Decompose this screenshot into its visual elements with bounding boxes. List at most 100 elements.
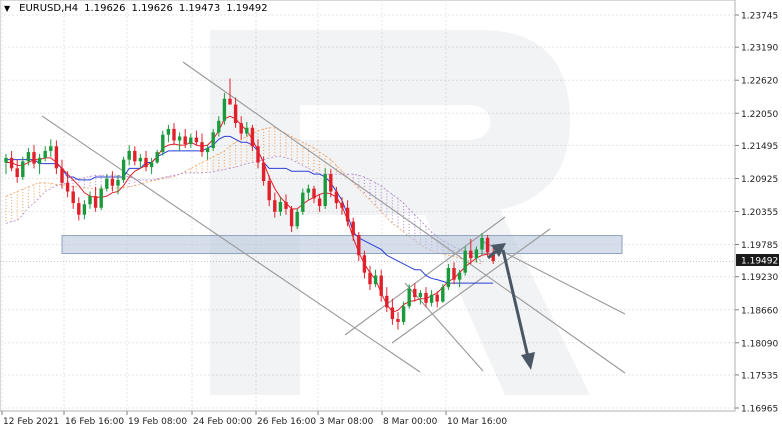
candle-body [323,174,327,206]
candle-body [480,237,484,250]
channel-lines [41,61,626,374]
kijun-line [6,135,494,284]
candle-body [54,146,59,169]
candle-body [418,292,423,297]
candle-body [77,203,81,215]
dropdown-triangle-icon[interactable]: ▼ [4,4,11,13]
candle-body [183,136,187,144]
candle-body [144,157,148,168]
candle-body [26,152,31,162]
candle-body [345,207,350,222]
candle-body [194,137,199,143]
candle-body [295,211,299,227]
candle-body [116,179,120,186]
y-tick-label: 1.19785 [741,241,778,251]
channel-line [182,61,626,374]
candle-body [189,137,193,144]
candle-body [71,191,75,204]
candle-body [65,182,70,192]
candle-body [4,157,8,163]
candle-body [474,249,479,259]
channel-line [404,282,484,372]
candle-body [32,152,36,164]
y-tick-label: 1.23190 [741,44,778,54]
price-axis[interactable]: 1.23745 1.23190 1.22620 1.22050 1.21495 1.209… [735,12,778,415]
high-price: 1.19626 [131,3,173,14]
candle-body [429,294,434,303]
y-tick-label: 1.20355 [741,208,778,218]
candle-body [362,255,367,273]
senkou-span-a [5,127,483,265]
candle-body [82,204,87,215]
candle-body [15,168,19,178]
candle-body [138,157,143,162]
candle-body [177,136,182,141]
current-price-tag: 1.19492 [736,254,779,267]
candle-body [250,127,255,147]
x-tick-label: 12 Feb 2021 [3,417,59,427]
candle-body [278,201,283,212]
candle-body [127,150,131,160]
plot-border [0,0,736,412]
candle-body [211,132,215,149]
candle-body [37,157,42,164]
candle-body [149,162,154,168]
y-tick-label: 1.23745 [741,12,778,22]
candle-body [396,319,400,322]
close-price: 1.19492 [226,3,268,14]
time-axis[interactable]: 12 Feb 2021 16 Feb 16:00 19 Feb 08:00 24 Fe… [1,411,507,427]
candle-body [413,288,417,297]
candle-body [273,200,277,212]
candle-body [457,272,462,280]
candle-body [205,148,210,153]
candle-body [312,188,316,199]
candle-body [368,272,372,285]
x-tick-label: 10 Mar 16:00 [447,417,507,427]
candle-body [463,250,467,273]
candle-body [289,208,294,227]
open-price: 1.19626 [84,3,126,14]
candle-body [317,198,322,206]
candle-body [452,268,456,280]
candle-body [217,120,221,133]
candle-body [222,98,227,121]
low-price: 1.19473 [178,3,221,14]
candle-body [334,191,339,204]
candle-body [301,192,305,212]
candle-body [284,201,288,209]
x-tick-label: 26 Feb 16:00 [257,417,316,427]
candle-body [9,157,14,169]
candle-body [233,104,238,124]
y-tick-label: 1.22620 [741,77,778,87]
candle-body [93,196,98,208]
broker-watermark [210,30,590,395]
candle-body [49,146,53,151]
candle-body [401,306,406,322]
y-tick-label: 1.18660 [741,306,778,316]
down-arrow-shaft [501,249,530,358]
down-arrow-head [521,352,535,370]
current-price-label: 1.19492 [741,257,778,267]
candle-body [379,275,383,296]
x-tick-label: 24 Feb 00:00 [193,417,252,427]
y-tick-label: 1.18090 [741,339,778,349]
candle-body [105,178,109,189]
candle-body [228,98,232,105]
channel-line [41,115,421,373]
candle-body [239,123,243,134]
candle-body [110,178,115,186]
candle-body [329,174,333,192]
candle-body [261,162,266,182]
candle-body [60,168,64,183]
candle-body [256,146,260,163]
candle-body [166,128,171,135]
tenkan-line [6,115,494,313]
x-tick-label: 8 Mar 00:00 [383,417,438,427]
candle-body [172,128,176,141]
candle-body [491,252,495,262]
candle-body [340,203,344,208]
candle-body [441,287,445,302]
candle-body [200,142,204,153]
